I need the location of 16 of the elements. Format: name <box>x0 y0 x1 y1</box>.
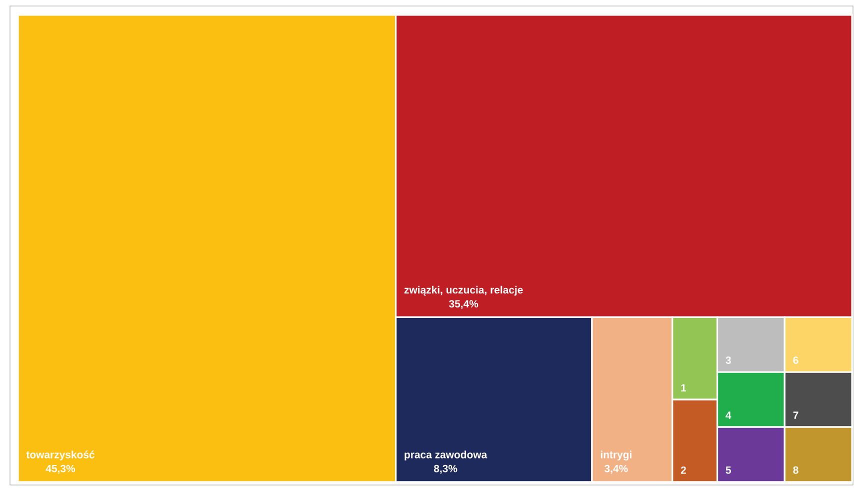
category-label: 7 <box>793 412 798 419</box>
category-label: praca zawodowa <box>404 450 488 460</box>
category-label: 6 <box>793 356 798 364</box>
category-label: 5 <box>726 466 731 474</box>
data-label: 8,3% <box>434 464 458 474</box>
category-label: 8 <box>793 466 798 474</box>
category-label: intrygi <box>600 450 632 460</box>
data-label: 35,4% <box>449 300 478 310</box>
category-label: 3 <box>726 356 731 364</box>
data-label: 3,4% <box>604 464 628 474</box>
category-label: 1 <box>681 384 686 392</box>
data-label: 45,3% <box>46 464 76 474</box>
category-label: 4 <box>726 412 732 419</box>
category-label: towarzyskość <box>26 450 94 460</box>
category-label: związki, uczucia, relacje <box>404 286 523 296</box>
category-label: 2 <box>680 466 686 474</box>
